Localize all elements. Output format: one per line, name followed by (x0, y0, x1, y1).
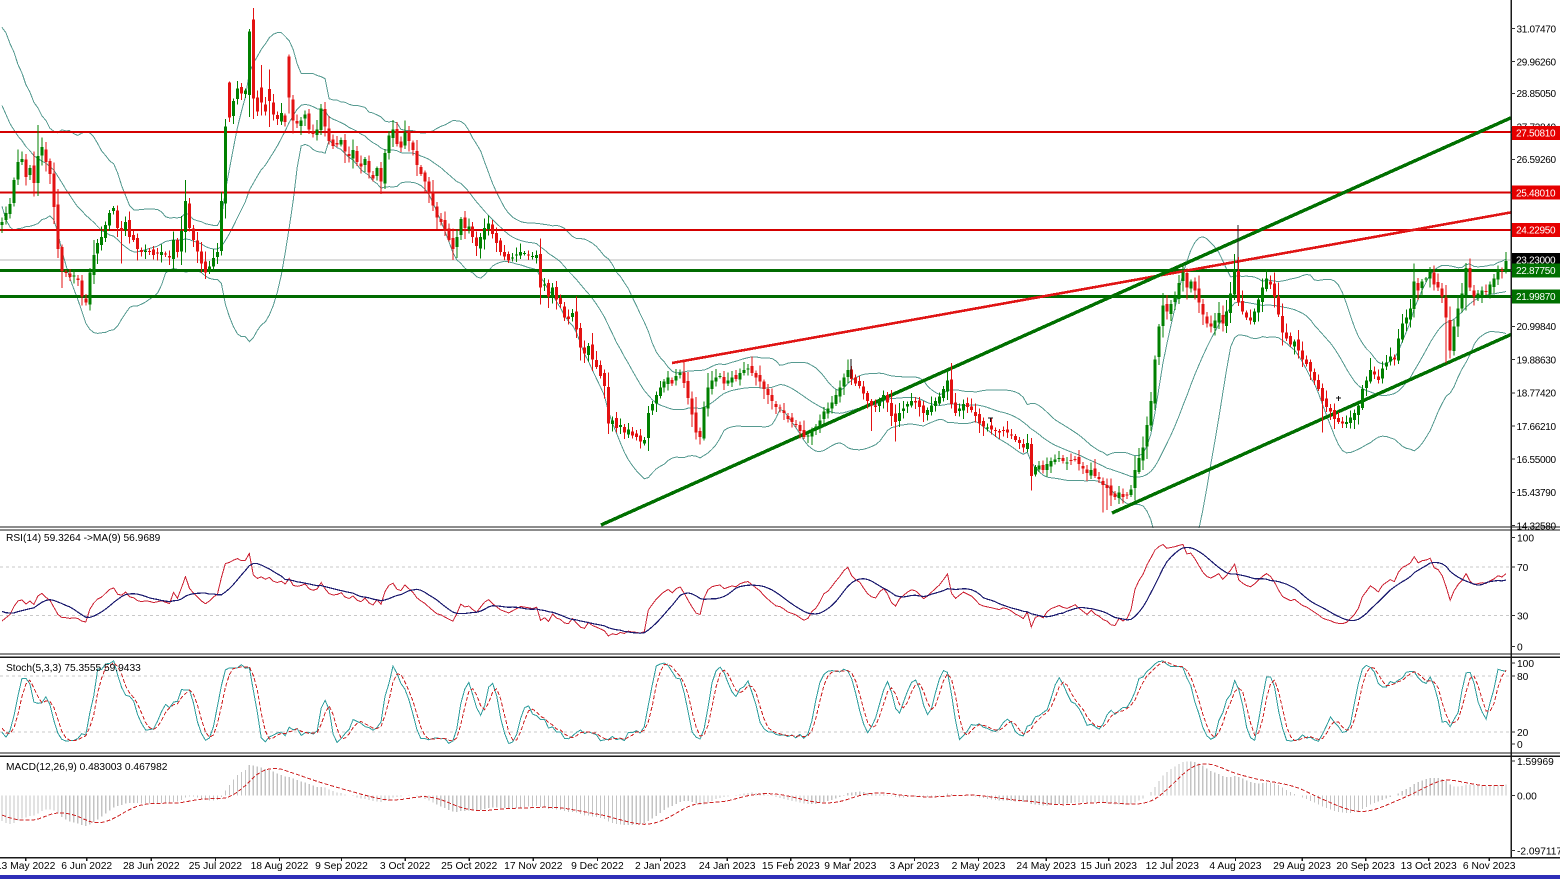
svg-text:29.96260: 29.96260 (1517, 57, 1557, 68)
svg-text:6 Jun 2022: 6 Jun 2022 (61, 861, 112, 872)
svg-text:29 Aug 2023: 29 Aug 2023 (1273, 861, 1331, 872)
svg-text:80: 80 (1517, 672, 1529, 683)
svg-text:26.59260: 26.59260 (1517, 155, 1557, 166)
svg-text:15.43790: 15.43790 (1517, 488, 1557, 499)
svg-text:9 Dec 2022: 9 Dec 2022 (571, 861, 624, 872)
svg-text:30: 30 (1517, 612, 1529, 623)
svg-text:13 Oct 2023: 13 Oct 2023 (1401, 861, 1457, 872)
svg-text:21.99870: 21.99870 (1516, 292, 1556, 303)
svg-text:6 Nov 2023: 6 Nov 2023 (1463, 861, 1516, 872)
svg-text:25 Oct 2022: 25 Oct 2022 (441, 861, 497, 872)
svg-text:18 Aug 2022: 18 Aug 2022 (251, 861, 309, 872)
svg-text:12 Jul 2023: 12 Jul 2023 (1146, 861, 1200, 872)
svg-text:24.22950: 24.22950 (1516, 226, 1556, 237)
svg-text:16.55000: 16.55000 (1517, 455, 1557, 466)
svg-text:-2.097117: -2.097117 (1517, 847, 1560, 858)
svg-text:3 Oct 2022: 3 Oct 2022 (380, 861, 431, 872)
svg-text:18.77420: 18.77420 (1517, 389, 1557, 400)
svg-text:2 May 2023: 2 May 2023 (952, 861, 1006, 872)
svg-text:23.23000: 23.23000 (1516, 256, 1556, 267)
svg-text:17 Nov 2022: 17 Nov 2022 (504, 861, 563, 872)
svg-text:1.59969: 1.59969 (1517, 757, 1554, 768)
svg-text:19.88630: 19.88630 (1517, 355, 1557, 366)
svg-text:15 Jun 2023: 15 Jun 2023 (1080, 861, 1137, 872)
svg-text:0.00: 0.00 (1517, 791, 1537, 802)
svg-text:28.85050: 28.85050 (1517, 89, 1557, 100)
svg-text:RSI(14) 59.3264 ->MA(9) 56.96: RSI(14) 59.3264 ->MA(9) 56.9689 (6, 533, 161, 544)
svg-text:0: 0 (1517, 643, 1523, 654)
svg-text:24 Jan 2023: 24 Jan 2023 (699, 861, 756, 872)
svg-text:3 Apr 2023: 3 Apr 2023 (889, 861, 939, 872)
svg-text:9 Mar 2023: 9 Mar 2023 (824, 861, 876, 872)
svg-text:0: 0 (1517, 740, 1523, 751)
svg-text:22.87750: 22.87750 (1516, 266, 1556, 277)
svg-text:9 Sep 2022: 9 Sep 2022 (315, 861, 368, 872)
svg-text:20.99840: 20.99840 (1517, 322, 1557, 333)
svg-text:31.07470: 31.07470 (1517, 24, 1557, 35)
svg-text:13 May 2022: 13 May 2022 (0, 861, 56, 872)
svg-text:25.48010: 25.48010 (1516, 188, 1556, 199)
svg-text:24 May 2023: 24 May 2023 (1016, 861, 1076, 872)
svg-text:25 Jul 2022: 25 Jul 2022 (189, 861, 243, 872)
svg-text:14.32580: 14.32580 (1517, 521, 1557, 532)
svg-text:MACD(12,26,9) 0.483003 0.46798: MACD(12,26,9) 0.483003 0.467982 (6, 762, 168, 773)
svg-text:20: 20 (1517, 728, 1529, 739)
svg-text:15 Feb 2023: 15 Feb 2023 (762, 861, 820, 872)
svg-text:2 Jan 2023: 2 Jan 2023 (635, 861, 686, 872)
svg-text:100: 100 (1517, 534, 1534, 545)
svg-text:Stoch(5,3,3) 75.3555 59.9433: Stoch(5,3,3) 75.3555 59.9433 (6, 663, 141, 674)
svg-text:70: 70 (1517, 563, 1529, 574)
svg-text:20 Sep 2023: 20 Sep 2023 (1336, 861, 1395, 872)
svg-text:17.66210: 17.66210 (1517, 422, 1557, 433)
svg-text:100: 100 (1517, 659, 1534, 670)
svg-text:27.50810: 27.50810 (1516, 129, 1556, 140)
svg-text:4 Aug 2023: 4 Aug 2023 (1209, 861, 1261, 872)
svg-text:28 Jun 2022: 28 Jun 2022 (123, 861, 180, 872)
